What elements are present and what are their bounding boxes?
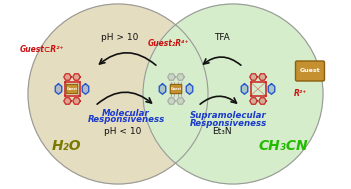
Polygon shape <box>55 84 62 94</box>
Text: Guest: Guest <box>171 87 181 91</box>
Polygon shape <box>82 84 89 94</box>
FancyArrowPatch shape <box>97 92 152 104</box>
FancyArrowPatch shape <box>200 96 237 104</box>
Circle shape <box>28 4 208 184</box>
Text: CH₃CN: CH₃CN <box>258 139 308 153</box>
Text: H₂O: H₂O <box>51 139 81 153</box>
Polygon shape <box>73 98 80 104</box>
Text: Et₃N: Et₃N <box>212 126 232 136</box>
Text: pH < 10: pH < 10 <box>104 126 142 136</box>
FancyBboxPatch shape <box>296 61 325 81</box>
FancyBboxPatch shape <box>170 84 182 94</box>
Text: Molecular: Molecular <box>102 108 150 118</box>
Text: Responsiveness: Responsiveness <box>190 119 267 128</box>
Text: TFA: TFA <box>214 33 230 42</box>
Polygon shape <box>73 74 80 80</box>
Polygon shape <box>241 84 248 94</box>
Polygon shape <box>168 98 175 104</box>
Circle shape <box>143 4 323 184</box>
Text: pH > 10: pH > 10 <box>101 33 139 42</box>
FancyArrowPatch shape <box>100 53 156 65</box>
Polygon shape <box>250 98 257 104</box>
Polygon shape <box>168 74 175 80</box>
Polygon shape <box>159 84 166 94</box>
FancyBboxPatch shape <box>66 84 78 94</box>
FancyArrowPatch shape <box>204 57 241 65</box>
Polygon shape <box>177 74 184 80</box>
Text: Guest: Guest <box>300 68 320 74</box>
Polygon shape <box>259 74 266 80</box>
Polygon shape <box>268 84 275 94</box>
Polygon shape <box>64 98 71 104</box>
Text: R²⁺: R²⁺ <box>293 88 307 98</box>
Text: Guest₂R⁴⁺: Guest₂R⁴⁺ <box>147 39 189 47</box>
Polygon shape <box>186 84 193 94</box>
Text: Guest⊂R²⁺: Guest⊂R²⁺ <box>20 44 64 53</box>
Text: Responsiveness: Responsiveness <box>87 115 165 125</box>
Polygon shape <box>250 74 257 80</box>
Text: Supramolecular: Supramolecular <box>190 112 266 121</box>
Polygon shape <box>64 74 71 80</box>
Polygon shape <box>177 98 184 104</box>
Polygon shape <box>259 98 266 104</box>
Text: Guest: Guest <box>66 87 78 91</box>
